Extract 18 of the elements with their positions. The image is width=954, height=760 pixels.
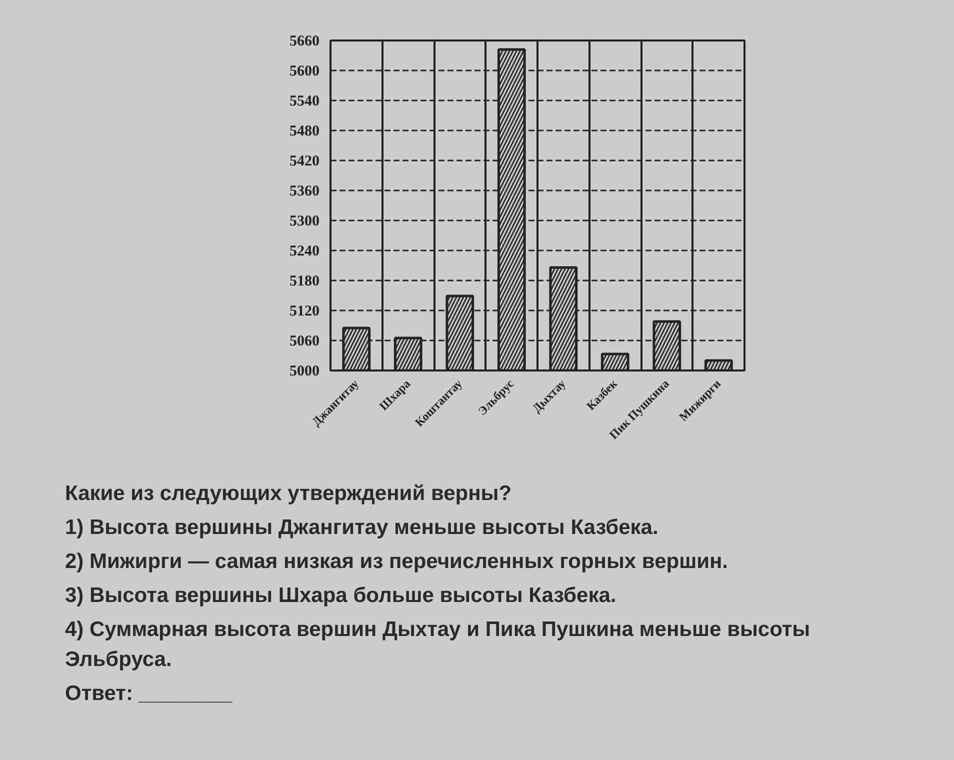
y-tick-label: 5360 xyxy=(290,184,320,200)
text: Какие из следующих утверждений верны? xyxy=(65,481,513,507)
y-tick-label: 5540 xyxy=(290,94,320,110)
text: Ответ: ________ xyxy=(65,681,234,707)
y-tick-label: 5060 xyxy=(290,334,320,350)
y-tick-label: 5600 xyxy=(290,64,320,80)
y-tick-label: 5120 xyxy=(290,304,320,320)
y-tick-label: 5300 xyxy=(290,214,320,230)
y-tick-label: 5420 xyxy=(290,154,320,170)
y-tick-label: 5000 xyxy=(290,364,320,380)
text: 3) Высота вершины Шхара больше высоты Казбека. xyxy=(65,583,618,609)
text: 2) Мижирги — самая низкая из перечисленных горных вершин. xyxy=(65,549,730,575)
text: 4) Суммарная высота вершин Дыхтау и Пика Пушкина меньше высоты Эльбруса. xyxy=(65,617,812,673)
y-tick-label: 5240 xyxy=(290,244,320,260)
y-tick-label: 5660 xyxy=(290,34,320,50)
y-tick-label: 5480 xyxy=(290,124,320,140)
y-tick-label: 5180 xyxy=(290,274,320,290)
text: 1) Высота вершины Джангитау меньше высоты Казбека. xyxy=(65,515,660,541)
